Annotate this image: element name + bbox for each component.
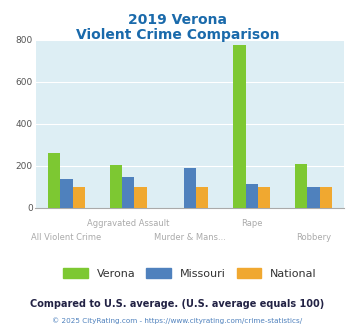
Text: Compared to U.S. average. (U.S. average equals 100): Compared to U.S. average. (U.S. average …	[31, 299, 324, 309]
Bar	[48, 153, 60, 208]
Bar	[184, 168, 196, 208]
Text: Aggravated Assault: Aggravated Assault	[87, 219, 169, 228]
Text: 2019 Verona: 2019 Verona	[128, 13, 227, 27]
Bar	[320, 187, 332, 208]
Text: Murder & Mans...: Murder & Mans...	[154, 233, 226, 242]
Text: Violent Crime Comparison: Violent Crime Comparison	[76, 28, 279, 42]
Text: © 2025 CityRating.com - https://www.cityrating.com/crime-statistics/: © 2025 CityRating.com - https://www.city…	[53, 317, 302, 324]
Bar	[295, 164, 307, 208]
Legend: Verona, Missouri, National: Verona, Missouri, National	[59, 263, 321, 283]
Bar	[233, 45, 246, 208]
Bar	[72, 187, 85, 208]
Bar	[134, 187, 147, 208]
Bar	[246, 184, 258, 208]
Bar	[196, 187, 208, 208]
Bar	[122, 177, 134, 208]
Bar	[110, 165, 122, 208]
Bar	[307, 187, 320, 208]
Text: Rape: Rape	[241, 219, 262, 228]
Bar	[60, 180, 72, 208]
Text: Robbery: Robbery	[296, 233, 331, 242]
Text: All Violent Crime: All Violent Crime	[31, 233, 102, 242]
Bar	[258, 187, 270, 208]
